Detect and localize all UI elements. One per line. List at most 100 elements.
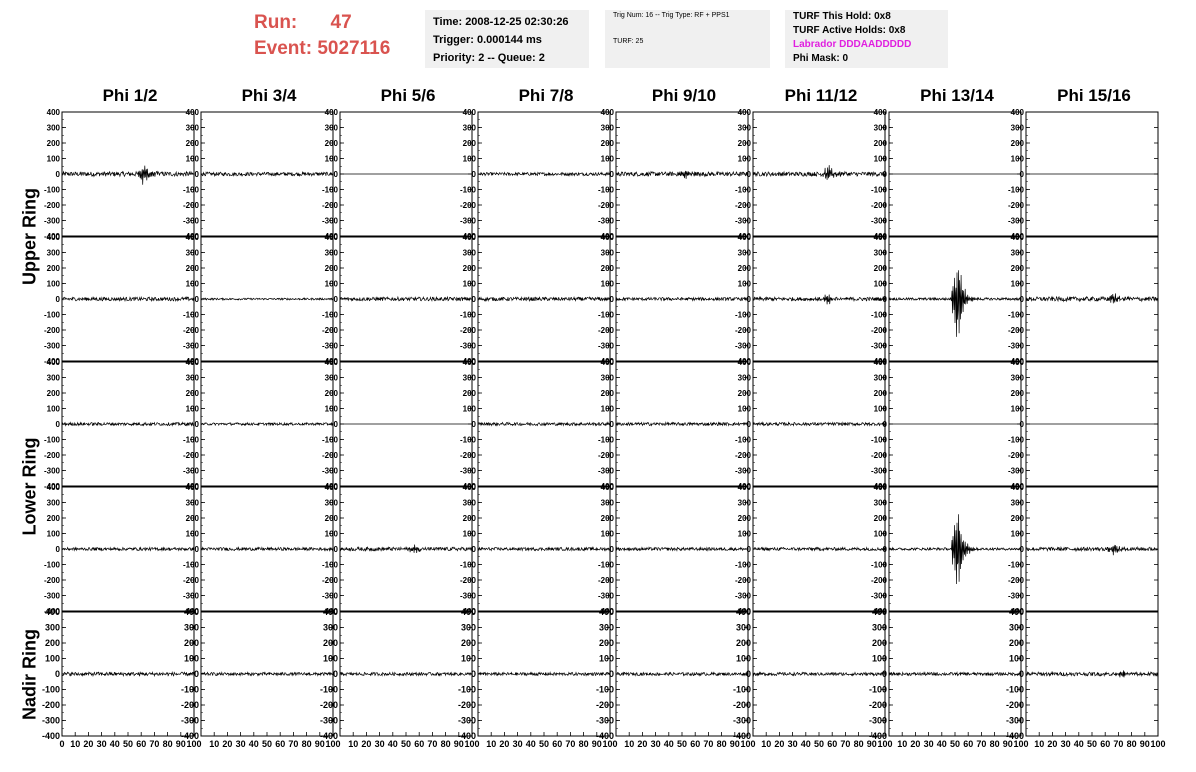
waveform-trace	[477, 421, 611, 427]
y-tick-label: -200	[460, 326, 477, 335]
y-tick-label: -200	[44, 576, 61, 585]
x-tick-label: 70	[703, 739, 713, 749]
y-tick-label: 0	[194, 669, 199, 679]
trig-info-box: Trig Num: 16 -- Trig Type: RF + PPS1 TUR…	[605, 10, 770, 68]
y-tick-label: 400	[601, 233, 615, 242]
y-tick-label: 300	[1011, 374, 1025, 383]
turf-active-holds-text: TURF Active Holds: 0x8	[793, 25, 906, 36]
y-tick-label: 0	[747, 545, 752, 554]
y-tick-label: -200	[460, 576, 477, 585]
x-tick-label: 90	[454, 739, 464, 749]
y-tick-label: -300	[735, 342, 752, 351]
event-label: Event:	[254, 38, 313, 59]
x-tick-label: 80	[854, 739, 864, 749]
y-tick-label: 100	[1011, 280, 1025, 289]
y-tick-label: 100	[738, 530, 752, 539]
x-tick-label: 90	[176, 739, 186, 749]
x-tick-label: 20	[83, 739, 93, 749]
y-tick-label: -300	[871, 592, 888, 601]
x-tick-label: 60	[690, 739, 700, 749]
y-tick-label: 100	[47, 405, 61, 414]
y-tick-label: -300	[460, 342, 477, 351]
y-tick-label: 0	[472, 420, 477, 429]
waveform-trace	[339, 671, 473, 677]
y-tick-label: 200	[1009, 638, 1024, 648]
y-tick-label: 400	[872, 607, 887, 617]
y-tick-label: 300	[325, 124, 339, 133]
turf-text: TURF: 25	[613, 38, 644, 45]
y-tick-label: -100	[1008, 186, 1025, 195]
waveform-trace	[61, 165, 195, 185]
y-tick-label: -200	[460, 451, 477, 460]
y-tick-label: -100	[44, 561, 61, 570]
y-tick-label: 300	[186, 249, 200, 258]
y-tick-label: -100	[598, 186, 615, 195]
y-tick-label: 100	[461, 654, 476, 664]
x-tick-label: 100	[602, 739, 617, 749]
y-tick-label: 100	[47, 530, 61, 539]
y-tick-label: 400	[325, 233, 339, 242]
y-tick-label: 0	[55, 669, 60, 679]
y-tick-label: 400	[325, 483, 339, 492]
column-title-phi-13-14: Phi 13/14	[920, 86, 994, 105]
y-tick-label: -200	[598, 201, 615, 210]
y-tick-label: 400	[323, 607, 338, 617]
y-tick-label: 300	[1011, 249, 1025, 258]
y-tick-label: 300	[601, 249, 615, 258]
run-label: Run:	[254, 12, 298, 33]
y-tick-label: 200	[47, 139, 61, 148]
y-tick-label: 400	[601, 108, 615, 117]
column-title-phi-3-4: Phi 3/4	[241, 86, 297, 105]
y-tick-label: 400	[47, 358, 61, 367]
waveform-trace	[752, 165, 886, 180]
y-tick-label: -200	[44, 451, 61, 460]
y-tick-label: 100	[1011, 405, 1025, 414]
x-tick-label: 90	[1003, 739, 1013, 749]
y-tick-label: 0	[1019, 669, 1024, 679]
y-tick-label: 300	[601, 499, 615, 508]
y-tick-label: 100	[325, 155, 339, 164]
column-title-phi-7-8: Phi 7/8	[518, 86, 574, 105]
y-tick-label: -100	[1008, 311, 1025, 320]
x-tick-label: 80	[579, 739, 589, 749]
y-tick-label: -400	[320, 731, 338, 741]
y-tick-label: -200	[735, 576, 752, 585]
x-tick-label: 10	[348, 739, 358, 749]
y-tick-label: -200	[1008, 201, 1025, 210]
y-tick-label: -100	[183, 436, 200, 445]
waveform-trace	[888, 514, 1022, 585]
y-tick-label: 100	[1011, 155, 1025, 164]
y-tick-label: -100	[1008, 436, 1025, 445]
y-tick-label: 300	[323, 623, 338, 633]
y-tick-label: 400	[186, 108, 200, 117]
y-tick-label: -100	[181, 685, 199, 695]
waveform-trace	[61, 546, 195, 552]
y-tick-label: -200	[322, 576, 339, 585]
y-tick-label: 300	[186, 499, 200, 508]
x-tick-label: 30	[97, 739, 107, 749]
x-tick-label: 30	[1061, 739, 1071, 749]
y-tick-label: -200	[598, 576, 615, 585]
y-tick-label: 0	[1020, 420, 1025, 429]
column-title-phi-5-6: Phi 5/6	[380, 86, 436, 105]
x-tick-label: 20	[361, 739, 371, 749]
y-tick-label: 400	[45, 607, 60, 617]
y-tick-label: 400	[601, 358, 615, 367]
y-tick-label: 0	[747, 170, 752, 179]
x-tick-label: 100	[325, 739, 340, 749]
y-tick-label: -300	[871, 342, 888, 351]
y-tick-label: 0	[882, 669, 887, 679]
y-tick-label: -200	[871, 201, 888, 210]
trigger-text: Trigger: 0.000144 ms	[433, 34, 542, 46]
y-tick-label: 300	[601, 124, 615, 133]
y-tick-label: -300	[1008, 467, 1025, 476]
y-tick-label: -200	[735, 326, 752, 335]
y-tick-label: -400	[733, 731, 751, 741]
y-tick-label: -300	[181, 716, 199, 726]
y-tick-label: 300	[738, 499, 752, 508]
waveform-trace	[888, 270, 1022, 337]
waveform-trace	[200, 671, 334, 677]
y-tick-label: -300	[183, 342, 200, 351]
waveform-trace	[477, 546, 611, 552]
x-tick-label: 10	[1034, 739, 1044, 749]
